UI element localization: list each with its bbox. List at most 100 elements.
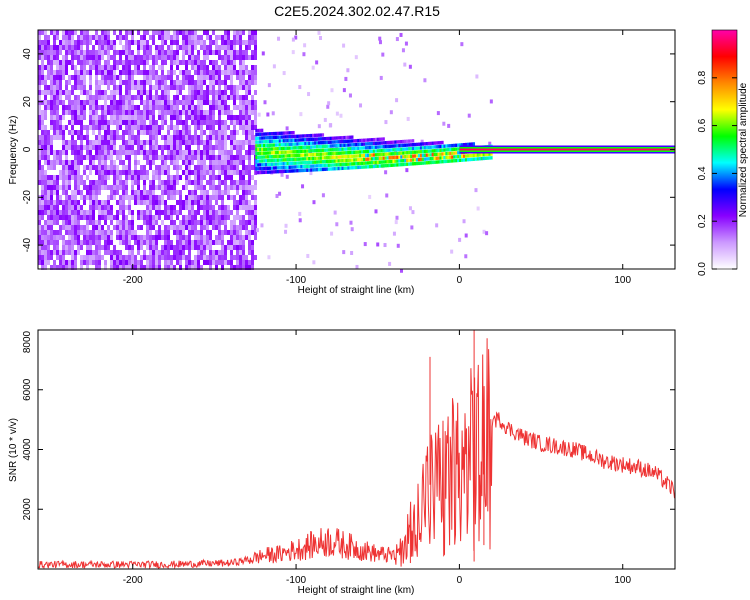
heatmap-cell [212,90,215,95]
heatmap-cell [149,260,152,265]
heatmap-cell [224,110,227,115]
heatmap-cell [200,140,203,145]
heatmap-cell [209,205,212,210]
heatmap-cell [92,160,95,165]
heatmap-cell [107,95,110,100]
heatmap-cell [197,220,200,225]
heatmap-cell [343,155,346,159]
heatmap-cell [292,142,295,146]
heatmap-cell [191,160,194,165]
heatmap-cell [310,133,313,138]
heatmap-cell [77,35,80,40]
heatmap-cell [107,130,110,135]
heatmap-cell [242,80,245,85]
heatmap-cell [218,55,221,60]
heatmap-cell [128,195,131,200]
heatmap-cell [310,137,313,142]
heatmap-cell [299,112,303,117]
heatmap-cell [224,150,227,155]
heatmap-cell [233,195,236,200]
heatmap-cell [308,156,311,161]
heatmap-cell [270,151,274,155]
heatmap-cell [158,30,161,35]
heatmap-cell [396,144,399,148]
heatmap-cell [197,40,200,45]
heatmap-cell [378,141,381,145]
heatmap-cell [68,60,71,65]
heatmap-cell [38,200,41,205]
heatmap-cell [224,50,227,55]
heatmap-cell [230,265,233,270]
heatmap-cell [137,85,140,90]
heatmap-cell [68,110,71,115]
heatmap-cell [420,139,424,144]
heatmap-cell [50,135,53,140]
heatmap-cell [251,250,254,255]
heatmap-cell [170,265,173,270]
heatmap-cell [155,70,158,75]
heatmap-cell [59,80,62,85]
heatmap-cell [47,235,50,240]
heatmap-cell [122,265,125,270]
heatmap-cell [119,145,122,150]
heatmap-cell [197,185,200,190]
heatmap-cell [170,185,173,190]
heatmap-cell [119,90,122,95]
heatmap-cell [304,134,307,138]
heatmap-cell [349,220,353,225]
heatmap-cell [68,120,71,125]
heatmap-cell [89,85,92,90]
heatmap-cell [236,70,239,75]
heatmap-cell [137,265,140,270]
heatmap-cell [50,235,53,240]
heatmap-cell [77,110,80,115]
heatmap-cell [140,40,143,45]
heatmap-cell [347,154,350,159]
heatmap-cell [101,125,104,130]
heatmap-cell [47,200,50,205]
heatmap-cell [83,195,86,200]
heatmap-cell [95,220,98,225]
heatmap-cell [339,159,342,163]
heatmap-cell [242,220,245,225]
heatmap-cell [107,205,110,210]
heatmap-cell [239,140,242,145]
heatmap-cell [164,185,167,190]
heatmap-cell [65,45,68,50]
heatmap-cell [308,145,311,149]
heatmap-cell [74,250,77,255]
heatmap-cell [203,195,206,200]
heatmap-cell [182,85,185,90]
heatmap-cell [200,60,203,65]
heatmap-cell [173,160,176,165]
heatmap-cell [227,260,230,265]
heatmap-cell [173,155,176,160]
heatmap-cell [134,170,137,175]
heatmap-cell [236,35,239,40]
heatmap-cell [131,120,134,125]
heatmap-cell [152,130,155,135]
heatmap-cell [248,125,251,130]
heatmap-cell [152,140,155,145]
heatmap-cell [366,145,370,150]
heatmap-cell [370,149,374,153]
heatmap-cell [254,235,257,240]
heatmap-cell [254,225,257,230]
heatmap-cell [47,175,50,180]
heatmap-cell [71,90,74,95]
heatmap-cell [398,140,401,144]
heatmap-cell [59,120,62,125]
heatmap-cell [242,160,245,165]
heatmap-cell [188,170,191,175]
heatmap-cell [474,153,477,157]
heatmap-cell [197,80,200,85]
heatmap-cell [443,144,446,148]
heatmap-cell [158,130,161,135]
heatmap-cell [146,55,149,60]
heatmap-cell [179,115,182,120]
heatmap-cell [227,65,230,70]
y-tick-label: 0 [22,146,33,152]
heatmap-cell [188,80,191,85]
heatmap-cell [188,200,191,205]
heatmap-cell [77,185,80,190]
